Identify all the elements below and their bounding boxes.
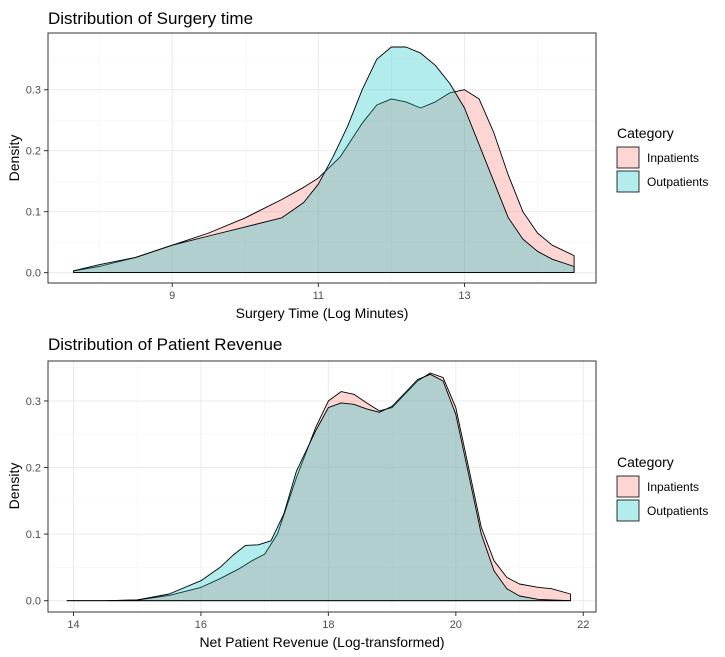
chart-title-surgery: Distribution of Surgery time [48, 9, 253, 28]
panel-background [48, 361, 596, 612]
legend-label-inpatients: Inpatients [647, 151, 699, 165]
legend-swatch-inpatients [616, 146, 640, 169]
grid-revenue [48, 361, 596, 612]
legend-surgery: Category Inpatients Outpatients [616, 125, 708, 193]
x-axis-ticks-revenue: 14 16 18 20 22 [67, 612, 589, 631]
y-tick-label: 0.0 [26, 268, 41, 280]
x-axis-title-revenue: Net Patient Revenue (Log-transformed) [199, 634, 444, 650]
x-tick-label: 14 [67, 619, 79, 631]
x-tick-label: 20 [450, 619, 462, 631]
legend-swatch-inpatients [616, 475, 640, 498]
density-area-outpatients [73, 46, 575, 274]
legend-label-outpatients: Outpatients [647, 175, 708, 189]
density-areas-surgery [73, 46, 575, 274]
density-area-inpatients [66, 372, 571, 602]
x-axis-title-surgery: Surgery Time (Log Minutes) [236, 305, 409, 321]
legend-revenue: Category Inpatients Outpatients [616, 454, 708, 522]
x-tick-label: 11 [313, 290, 324, 302]
density-areas-revenue [66, 372, 571, 602]
y-tick-label: 0.3 [26, 396, 41, 408]
legend-swatch-outpatients [616, 499, 640, 522]
legend-title-revenue: Category [617, 454, 674, 470]
chart-title-revenue: Distribution of Patient Revenue [48, 335, 282, 354]
legend-title-surgery: Category [617, 125, 674, 141]
legend-label-inpatients: Inpatients [647, 480, 699, 494]
y-axis-title-surgery: Density [6, 135, 22, 182]
y-tick-label: 0.3 [26, 85, 41, 97]
x-tick-label: 13 [458, 290, 470, 302]
x-axis-ticks-surgery: 9 11 13 [169, 283, 471, 302]
chart-patient-revenue: Distribution of Patient Revenue 0.00.10.… [6, 335, 708, 650]
y-axis-ticks-revenue: 0.0 0.1 0.2 0.3 [26, 396, 48, 608]
panel-background [48, 33, 596, 283]
x-tick-label: 16 [195, 619, 207, 631]
density-area-outpatients [66, 373, 571, 602]
panel-border-revenue [47, 360, 597, 613]
x-tick-label: 18 [322, 619, 334, 631]
panel-border-surgery [47, 32, 597, 284]
y-axis-ticks-surgery: 0.0 0.1 0.2 0.3 [26, 85, 48, 280]
y-tick-label: 0.1 [26, 529, 41, 541]
x-tick-label: 9 [169, 290, 175, 302]
y-axis-title-revenue: Density [6, 463, 22, 510]
grid-surgery [48, 33, 596, 283]
y-tick-label: 0.1 [26, 207, 41, 219]
y-tick-label: 0.2 [26, 146, 41, 158]
y-tick-label: 0.2 [26, 463, 41, 475]
legend-swatch-outpatients [616, 170, 640, 193]
chart-surgery-time: Distribution of Surgery time 0.00.10.20.… [6, 9, 708, 321]
density-area-inpatients [73, 89, 575, 274]
y-tick-label: 0.0 [26, 596, 41, 608]
x-tick-label: 22 [577, 619, 589, 631]
legend-label-outpatients: Outpatients [647, 504, 708, 518]
